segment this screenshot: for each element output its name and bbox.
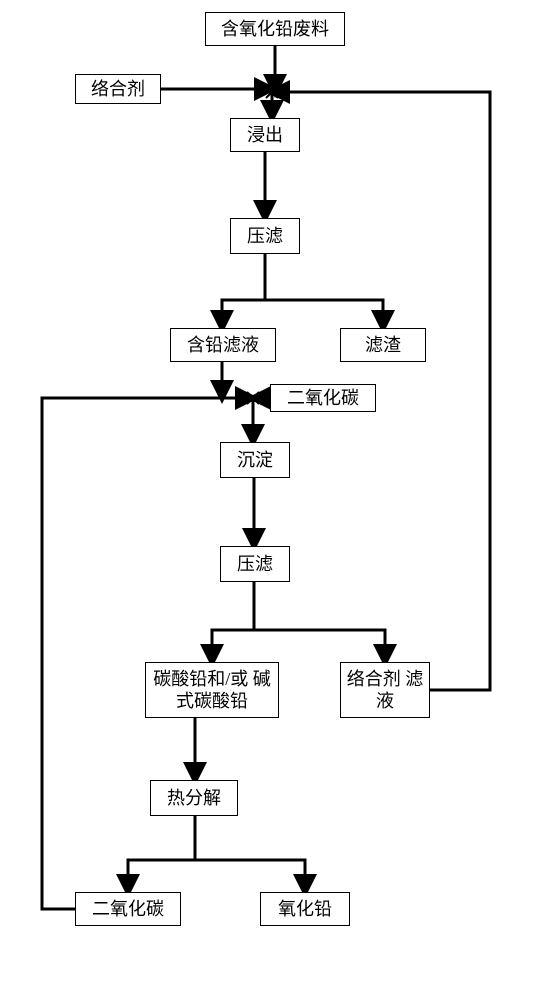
edge-n8b	[212, 630, 254, 662]
node-lead-carbonate: 碳酸铅和/或 碱式碳酸铅	[145, 662, 279, 718]
label: 二氧化碳	[287, 387, 359, 410]
label: 浸出	[247, 124, 283, 147]
node-lead-oxide: 氧化铅	[260, 892, 350, 926]
edge-n3b	[222, 300, 265, 328]
node-start-waste: 含氧化铅废料	[205, 12, 345, 46]
label: 络合剂 滤液	[345, 668, 425, 713]
node-chelate-filtrate: 络合剂 滤液	[340, 662, 430, 718]
node-co2-input: 二氧化碳	[270, 384, 376, 412]
label: 热分解	[167, 787, 221, 810]
label: 含氧化铅废料	[221, 18, 329, 41]
label: 沉淀	[237, 449, 273, 472]
node-filter-press-2: 压滤	[220, 546, 290, 582]
label: 含铅滤液	[187, 334, 259, 357]
label: 压滤	[237, 553, 273, 576]
label: 络合剂	[91, 78, 145, 101]
label: 滤渣	[365, 334, 401, 357]
node-filter-press-1: 压滤	[230, 218, 300, 254]
node-filter-residue: 滤渣	[340, 328, 426, 362]
label: 二氧化碳	[92, 898, 164, 921]
label: 碳酸铅和/或 碱式碳酸铅	[150, 668, 274, 713]
node-complexing-agent: 络合剂	[75, 74, 161, 104]
node-co2-output: 二氧化碳	[75, 892, 181, 926]
node-lead-filtrate: 含铅滤液	[170, 328, 276, 362]
label: 压滤	[247, 225, 283, 248]
label: 氧化铅	[278, 898, 332, 921]
edge-n3c	[265, 300, 383, 328]
node-leaching: 浸出	[230, 118, 300, 152]
node-thermal-decomp: 热分解	[150, 780, 238, 816]
node-precipitation: 沉淀	[220, 442, 290, 478]
edge-n11b	[128, 860, 195, 892]
edge-n11c	[195, 860, 305, 892]
edge-n8c	[254, 630, 385, 662]
